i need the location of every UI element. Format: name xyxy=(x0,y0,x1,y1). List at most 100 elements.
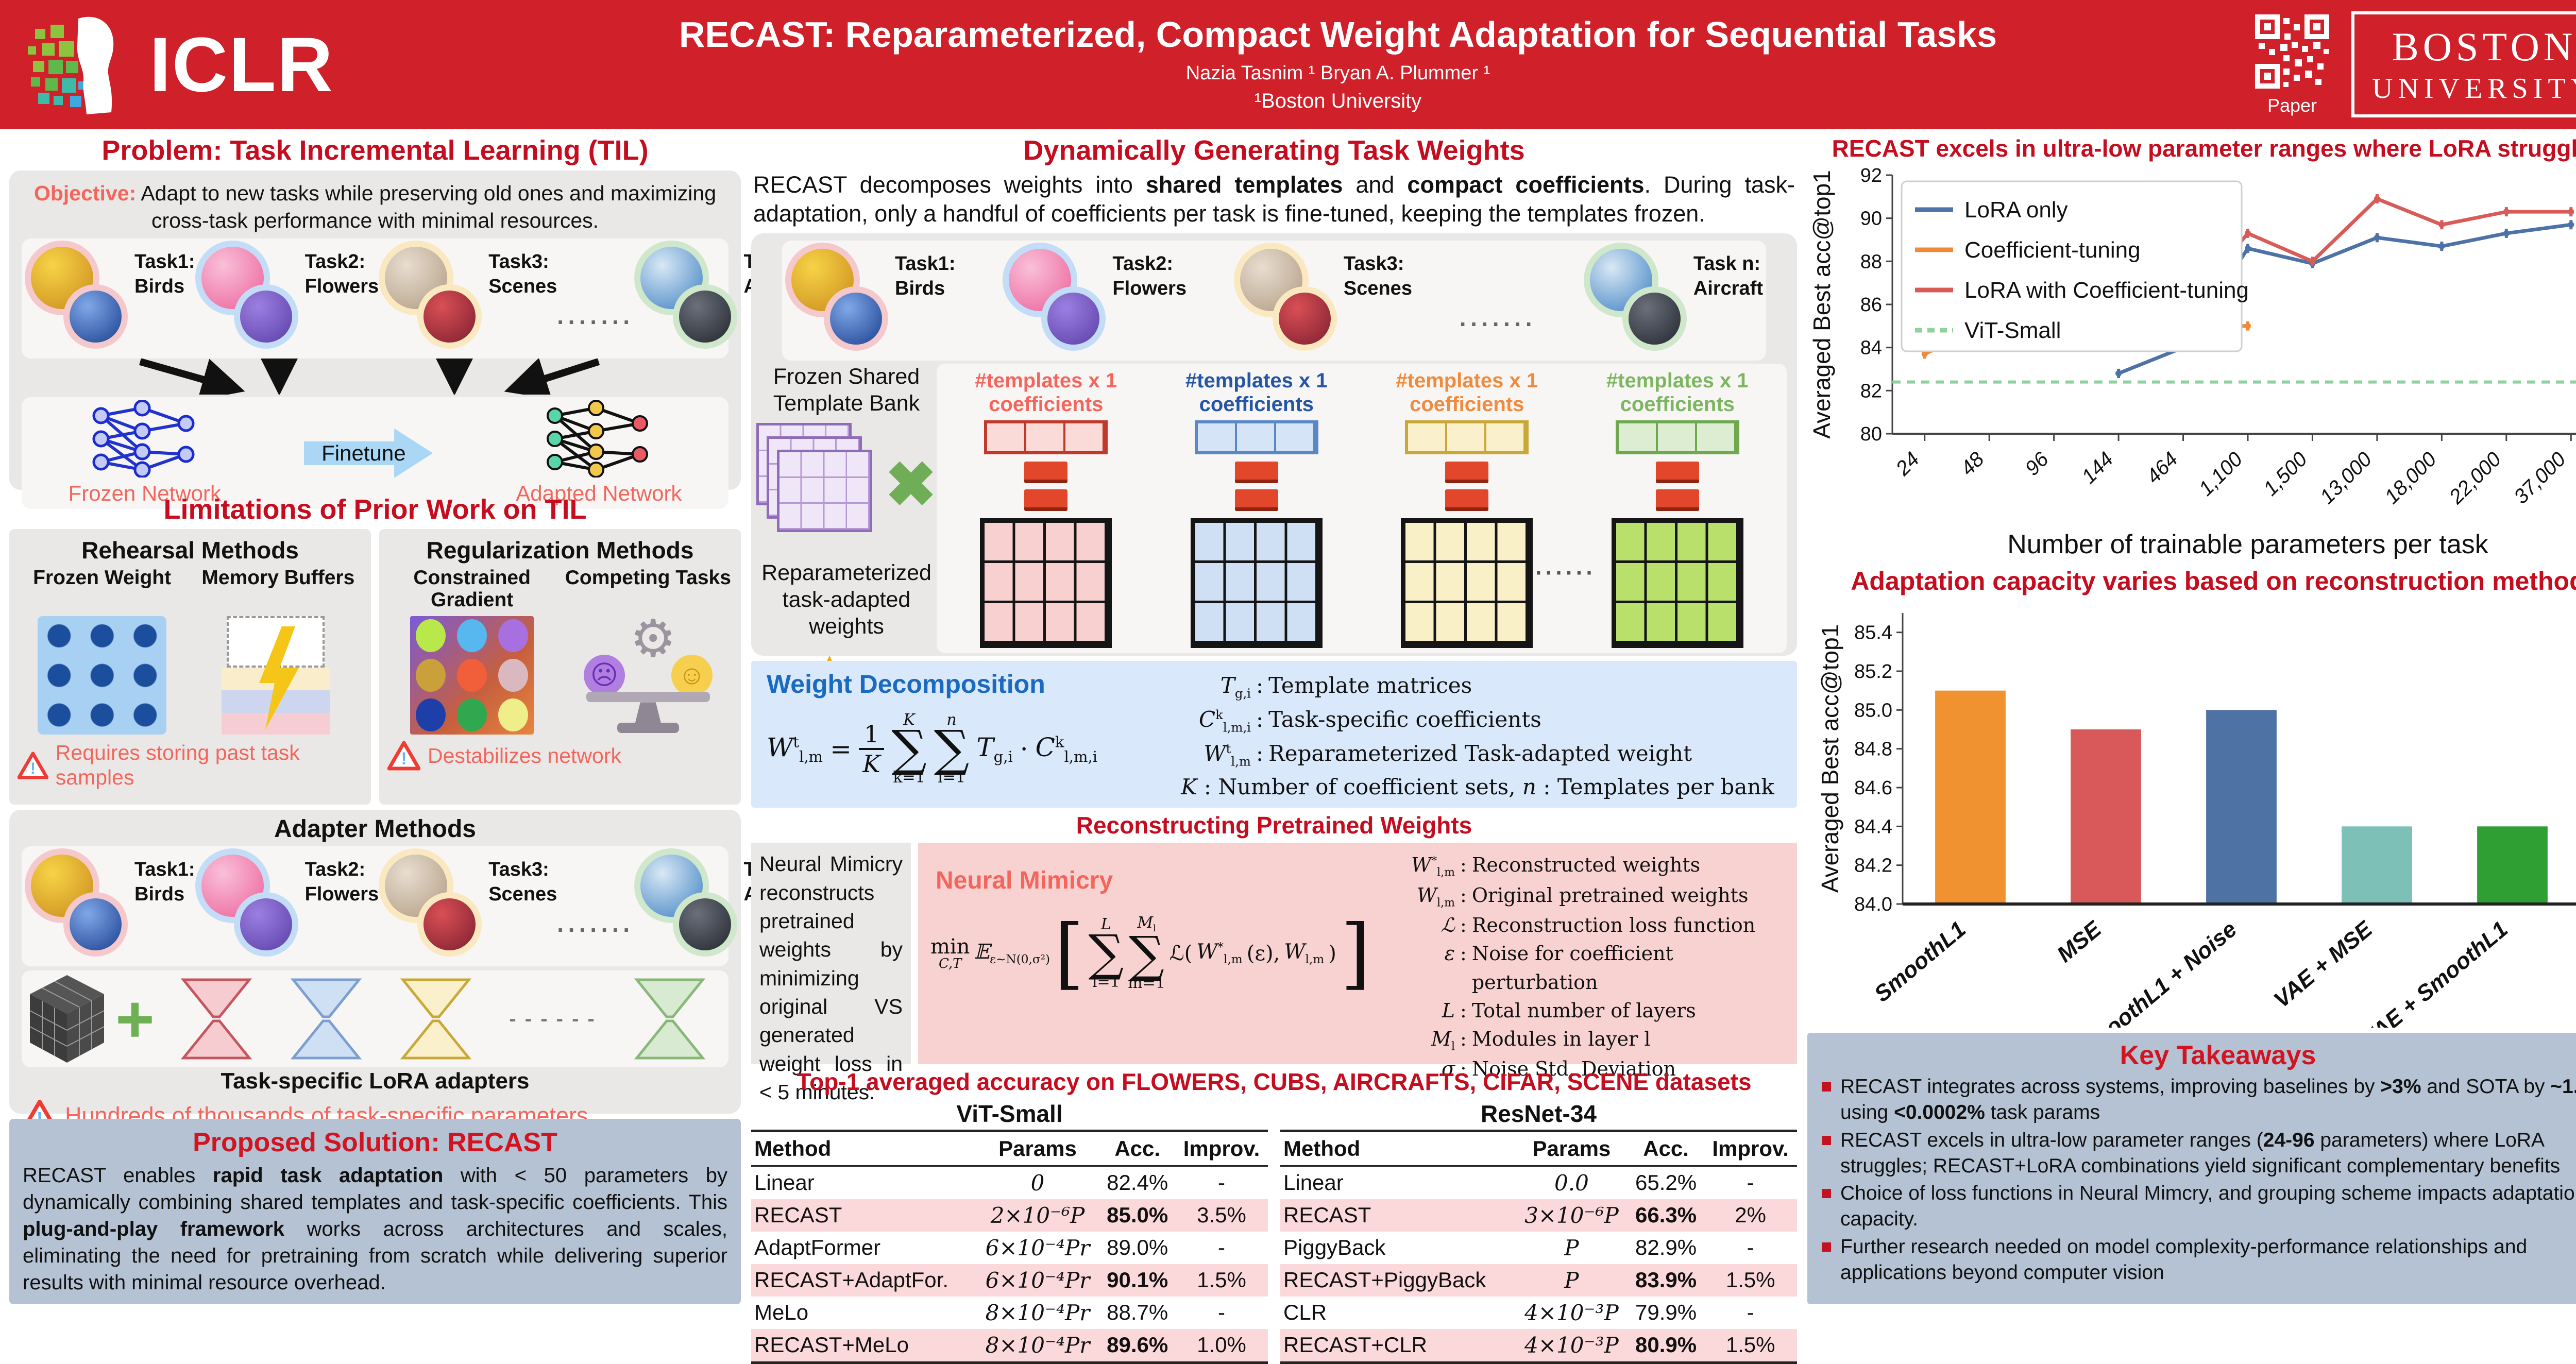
table-cell: 6×10⁻⁴Pr xyxy=(985,1267,1090,1293)
takeaways-title: Key Takeaways xyxy=(2120,1040,2316,1070)
table-cell: - xyxy=(1218,1235,1226,1260)
legend-row: W*l,m: Reconstructed weights xyxy=(1411,854,1701,879)
task-item-birds: Task1: Birds xyxy=(25,848,195,964)
lightning-icon xyxy=(259,626,299,729)
constrained-gradient-label: Constrained Gradient xyxy=(413,567,531,611)
takeaways-list: RECAST integrates across systems, improv… xyxy=(1821,1074,2576,1286)
task-item-aircraft: Task n:Aircraft xyxy=(1583,243,1763,359)
legend-row: Ml: Modules in layer l xyxy=(1431,1027,1651,1053)
memory-buffer-icon xyxy=(219,616,337,735)
svg-text:84.4: 84.4 xyxy=(1854,816,1892,838)
column-header: Params xyxy=(975,1131,1100,1167)
task-photo xyxy=(1041,286,1106,351)
rehearsal-title: Rehearsal Methods xyxy=(81,537,299,564)
regularization-warning: ! Destabilizes network xyxy=(387,741,733,771)
table-cell: 82.4% xyxy=(1107,1170,1168,1195)
task-label: Task n:Aircraft xyxy=(1693,253,1763,299)
svg-text:SmoothL1: SmoothL1 xyxy=(1870,916,1971,1007)
task-images-flowers xyxy=(1003,243,1108,359)
table-row: AdaptFormer 6×10⁻⁴Pr 89.0% - xyxy=(751,1232,1268,1264)
adapter-tasks-row: Task1: Birds Task2: Flowers Task3: Scenes ····… xyxy=(22,846,814,966)
sad-face-icon: ☹ xyxy=(583,655,625,696)
task-photo xyxy=(824,286,888,351)
rehearsal-methods-box: Rehearsal Methods Frozen Weight Memory B… xyxy=(9,529,371,805)
coef-label: #templates x 1 coefficients xyxy=(1185,369,1328,416)
coefficient-columns: #templates x 1 coefficients #templates x … xyxy=(937,364,1787,654)
task-label: Task3: Scenes xyxy=(488,251,557,297)
table-cell: 8×10⁻⁴Pr xyxy=(985,1300,1090,1325)
table-row: RECAST+MeLo 8×10⁻⁴Pr 89.6% 1.0% xyxy=(751,1328,1268,1363)
table-cell: AdaptFormer xyxy=(754,1235,881,1260)
decomposition-title: Weight Decomposition xyxy=(767,670,1045,699)
task-item-flowers: Task2: Flowers xyxy=(195,241,379,356)
svg-text:LoRA with Coefficient-tuning: LoRA with Coefficient-tuning xyxy=(1964,278,2249,303)
table-cell: 3.5% xyxy=(1197,1203,1246,1227)
task-images-scenes xyxy=(1233,243,1340,359)
takeaway-item: RECAST integrates across systems, improv… xyxy=(1821,1074,2576,1126)
boston-university-logo: BOSTON UNIVERSITY xyxy=(2351,11,2576,117)
bu-line1: BOSTON xyxy=(2392,24,2576,69)
neural-mimicry-box: Neural Mimicry min C,T 𝔼ε∼N(0,σ²) [ L ∑ l=1… xyxy=(918,843,1797,1080)
constrained-gradient-icon xyxy=(410,616,534,735)
coef-column-aircraft: #templates x 1 coefficients xyxy=(1587,369,1768,649)
task-arrows xyxy=(139,352,600,401)
dots-separator: ······· xyxy=(557,309,634,336)
svg-text:1,500: 1,500 xyxy=(2259,448,2312,501)
table-cell: 89.0% xyxy=(1107,1235,1168,1260)
table-cell: - xyxy=(1747,1235,1754,1260)
tasks-row: Task1: Birds Task2: Flowers Task3: Scenes ····… xyxy=(22,238,814,359)
table-cell: 4×10⁻³P xyxy=(1524,1300,1619,1325)
table-cell: 90.1% xyxy=(1107,1268,1168,1292)
task-item-scenes: Task3: Scenes xyxy=(379,848,557,964)
column-header: Improv. xyxy=(1175,1131,1268,1167)
takeaway-item: Further research needed on model complex… xyxy=(1821,1234,2576,1286)
task-images-birds xyxy=(25,848,130,964)
table-cell: 88.7% xyxy=(1107,1300,1168,1325)
task-photo xyxy=(672,892,737,957)
svg-text:Coefficient-tuning: Coefficient-tuning xyxy=(1964,237,2141,263)
svg-text:85.4: 85.4 xyxy=(1854,622,1892,643)
lora-adapter-pink-icon xyxy=(181,978,252,1060)
task-photo xyxy=(63,892,128,957)
task-photo xyxy=(63,284,128,349)
table-cell: 89.6% xyxy=(1107,1333,1168,1357)
task-item-birds: Task1: Birds xyxy=(785,243,956,359)
table-cell: 4×10⁻³P xyxy=(1524,1332,1619,1358)
qr-code[interactable] xyxy=(2253,13,2331,90)
task-label: Task2: Flowers xyxy=(1112,253,1187,299)
frozen-weight-icon xyxy=(38,616,167,735)
table-cell: P xyxy=(1564,1235,1579,1260)
table-cell: 2×10⁻⁶P xyxy=(990,1202,1085,1228)
svg-text:96: 96 xyxy=(2021,448,2053,480)
rehearsal-warning: ! Requires storing past task samples xyxy=(18,741,363,789)
decomposition-legend: Tg,i: Template matrices Ckl,m,i: Task-speci… xyxy=(1174,669,1782,771)
objective-box: Objective: Adapt to new tasks while pres… xyxy=(9,170,814,509)
table-cell: Linear xyxy=(754,1170,815,1195)
objective-label: Objective: xyxy=(33,181,137,205)
vit-results-table: Method Params Acc. Improv. Linear 0 82.4% - RECA… xyxy=(751,1129,1268,1364)
table-cell: 82.9% xyxy=(1635,1235,1697,1260)
task-photo xyxy=(1583,243,1658,318)
table-cell: MeLo xyxy=(754,1300,809,1325)
table-cell: P xyxy=(1564,1267,1579,1293)
lora-adapter-yellow-icon xyxy=(400,978,471,1060)
header-bar: ICLR RECAST: Reparameterized, Compact We… xyxy=(0,0,2576,129)
face-profile xyxy=(77,16,114,114)
task-label: Task3: Scenes xyxy=(1343,253,1412,299)
multiply-icon: ✖ xyxy=(885,450,937,520)
task-item-aircraft: Task n:Aircraft xyxy=(634,241,814,356)
table-cell: 1.5% xyxy=(1725,1268,1775,1292)
dots-separator: ······ xyxy=(1535,560,1596,586)
weight-grid xyxy=(1611,518,1743,649)
table-cell: RECAST xyxy=(754,1203,842,1227)
table-row: PiggyBack P 82.9% - xyxy=(1280,1232,1797,1264)
svg-text:13,000: 13,000 xyxy=(2316,448,2377,509)
table-cell: RECAST+CLR xyxy=(1283,1333,1427,1357)
table-row: CLR 4×10⁻³P 79.9% - xyxy=(1280,1297,1797,1329)
objective-text: Objective: Adapt to new tasks while pres… xyxy=(33,181,717,232)
task-label: Task3: Scenes xyxy=(488,859,557,905)
mimicry-legend: W*l,m: Reconstructed weights Wl,m: Original… xyxy=(1393,851,1785,1083)
svg-text:MSE: MSE xyxy=(2052,916,2107,967)
svg-text:!: ! xyxy=(30,758,36,777)
